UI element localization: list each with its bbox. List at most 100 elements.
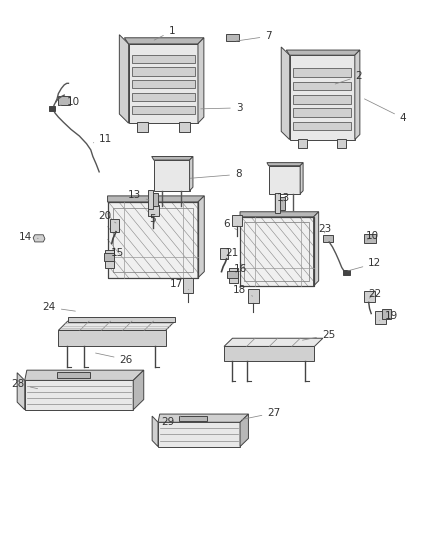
Text: 4: 4 [364,99,406,123]
Bar [240,217,314,286]
Bar [293,68,351,77]
Bar [248,289,259,303]
Text: 18: 18 [233,285,253,296]
Polygon shape [281,47,290,140]
Bar [374,311,386,324]
Bar [382,310,391,319]
Bar [364,291,374,302]
Bar [227,271,237,278]
Polygon shape [25,370,144,381]
Text: 5: 5 [149,214,156,224]
Polygon shape [33,235,45,242]
Polygon shape [198,38,204,123]
Bar [58,96,70,106]
Bar [132,93,194,101]
Text: 27: 27 [242,408,281,419]
Bar [104,253,114,261]
Text: 22: 22 [368,289,381,299]
Bar [132,80,194,88]
Polygon shape [224,338,323,346]
Polygon shape [268,166,300,194]
Text: 24: 24 [42,302,75,312]
Bar [293,122,351,131]
Text: 19: 19 [380,311,398,321]
Polygon shape [300,163,303,194]
Bar [148,205,159,216]
Text: 13: 13 [277,193,290,203]
Bar [67,317,175,322]
Text: 25: 25 [303,330,335,340]
Bar [323,235,332,242]
Bar [106,249,114,268]
Text: 16: 16 [234,263,247,273]
Polygon shape [240,212,319,217]
Bar [275,193,279,213]
Bar [293,108,351,117]
Text: 7: 7 [237,31,272,41]
Bar [113,208,193,272]
Text: 28: 28 [11,379,38,389]
Text: 23: 23 [318,224,331,233]
Bar [57,372,90,378]
Bar [137,122,148,132]
Text: 21: 21 [225,248,239,258]
Text: 12: 12 [348,259,381,271]
Text: 8: 8 [190,169,242,180]
Bar [49,106,56,111]
Text: 20: 20 [99,212,116,223]
Polygon shape [124,38,204,44]
Polygon shape [108,196,204,202]
Polygon shape [108,202,198,278]
Bar [132,55,194,63]
Bar [293,95,351,104]
Bar [293,82,351,91]
Polygon shape [58,330,166,346]
Polygon shape [267,163,303,166]
Bar [229,268,237,283]
Bar [244,222,309,281]
Polygon shape [133,370,144,410]
Polygon shape [190,157,193,191]
Polygon shape [286,50,360,55]
Bar [220,247,228,259]
Polygon shape [355,50,360,140]
Text: 6: 6 [223,219,237,230]
Text: 3: 3 [201,103,243,113]
Polygon shape [224,346,314,361]
Text: 14: 14 [19,232,38,242]
Polygon shape [152,416,158,447]
Text: 15: 15 [111,248,124,258]
Bar [108,202,198,278]
Bar [152,193,158,206]
Polygon shape [314,212,319,286]
Bar [179,416,207,421]
Bar [148,190,152,209]
Text: 11: 11 [93,134,113,143]
Bar [179,122,190,132]
Bar [226,34,239,42]
Text: 10: 10 [60,96,80,107]
Bar [110,219,119,232]
Text: 29: 29 [162,416,181,427]
Text: 17: 17 [170,279,189,289]
Bar [364,235,376,244]
Polygon shape [240,414,248,447]
Polygon shape [154,160,190,191]
Bar [232,215,242,225]
Polygon shape [119,35,129,123]
Polygon shape [158,422,240,447]
Bar [298,139,307,148]
Text: 1: 1 [154,26,175,40]
Bar [337,139,346,148]
Text: 26: 26 [95,353,133,365]
Bar [183,278,193,293]
Polygon shape [198,196,204,278]
Text: 2: 2 [335,71,362,84]
Polygon shape [158,414,248,422]
Polygon shape [152,157,193,160]
Polygon shape [25,381,133,410]
Polygon shape [17,373,25,410]
Text: 13: 13 [127,190,149,200]
Bar [132,106,194,114]
Polygon shape [240,217,314,286]
